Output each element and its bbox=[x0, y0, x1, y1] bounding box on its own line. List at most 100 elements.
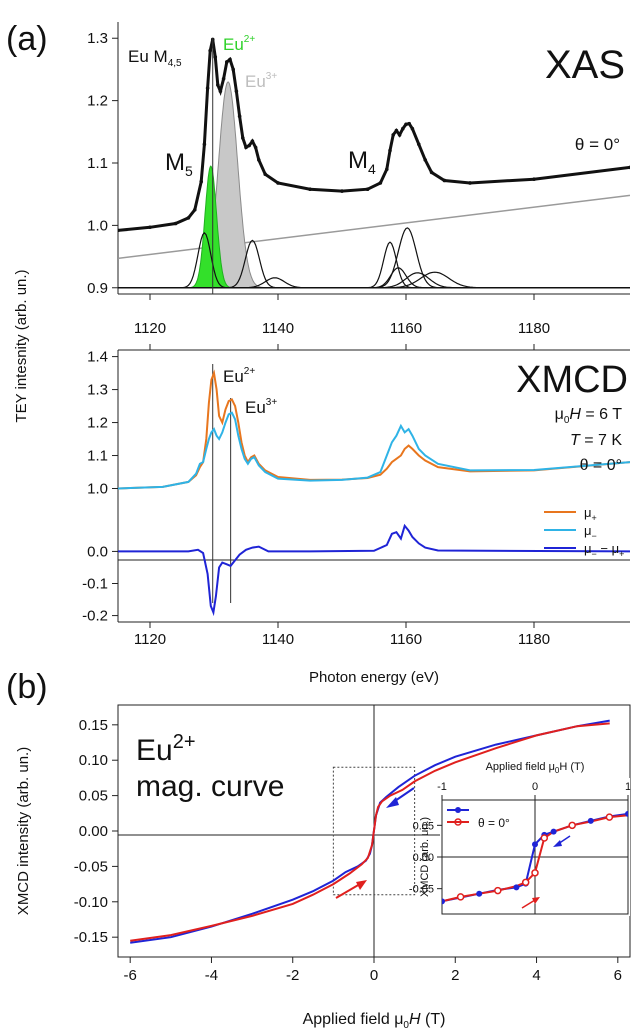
xas-spectrum-point bbox=[378, 181, 383, 185]
xas-spectrum-point bbox=[118, 228, 120, 233]
xas-spectrum-point bbox=[228, 57, 232, 62]
xmcd-difference-line bbox=[118, 523, 630, 617]
xmcd-x-tick-label: 1140 bbox=[262, 631, 294, 648]
xas-ticks: 1120 1140 1160 1180 0.9 1.0 1.1 1.2 1.3 bbox=[87, 30, 550, 337]
mag-y-axis-label: XMCD intensity (arb. un.) bbox=[15, 747, 32, 915]
xas-spectrum-point bbox=[237, 114, 242, 119]
xas-spectrum-point bbox=[401, 126, 405, 131]
inset-sweep-up-point bbox=[494, 886, 502, 895]
panel-label-a: (a) bbox=[6, 20, 48, 58]
xas-spectrum-point bbox=[308, 187, 312, 191]
xas-spectrum-point bbox=[423, 158, 428, 162]
xas-spectrum-point bbox=[276, 181, 280, 185]
xas-fit-peak bbox=[118, 232, 630, 289]
xmcd-eu3-label: Eu3+ bbox=[245, 397, 277, 417]
legend-difference-label: μ− − μ+ bbox=[584, 541, 624, 559]
xas-spectrum-point bbox=[173, 221, 178, 226]
mag-y-tick-label: -0.10 bbox=[74, 894, 108, 911]
inset-x-axis-label: Applied field μ0H (T) bbox=[486, 761, 585, 775]
inset-sweep-up-point bbox=[456, 893, 465, 901]
xmcd-y-tick-label: 1.4 bbox=[87, 349, 108, 366]
mag-y-tick-label: -0.15 bbox=[74, 929, 108, 946]
xas-x-tick-label: 1120 bbox=[134, 320, 166, 337]
xmcd-theta-condition: θ = 0° bbox=[580, 457, 622, 474]
xas-spectrum-point bbox=[186, 216, 191, 220]
xas-spectrum-point bbox=[250, 139, 255, 143]
xas-spectrum-point bbox=[216, 83, 220, 87]
xas-spectrum-point bbox=[468, 181, 472, 185]
xmcd-y-tick-label: 0.0 bbox=[87, 543, 108, 560]
inset-sweep-down-point bbox=[513, 884, 520, 891]
xas-spectrum-point bbox=[202, 142, 207, 147]
mag-x-tick-label: 2 bbox=[451, 967, 459, 984]
xas-y-tick-label: 1.1 bbox=[87, 155, 108, 172]
inset-legend-up-marker bbox=[454, 818, 462, 826]
mag-zoom-box bbox=[332, 766, 416, 896]
xas-theta-annotation: θ = 0° bbox=[575, 135, 620, 154]
mag-y-tick-label: 0.10 bbox=[79, 752, 108, 769]
xas-spectrum-point bbox=[213, 55, 218, 59]
mag-x-tick-label: -2 bbox=[286, 967, 299, 984]
mag-ticks: -6 -4 -2 0 2 4 6 -0.15 -0.10 -0.05 0.00 0.05 0.10 0.1… bbox=[74, 717, 622, 984]
xas-spectrum-point bbox=[234, 89, 239, 94]
xmcd-temperature-condition: T = 7 K bbox=[570, 432, 622, 449]
inset-sweep-down-point bbox=[476, 890, 483, 897]
mag-x-tick-label: -6 bbox=[124, 967, 137, 984]
inset-legend-down-marker bbox=[455, 807, 461, 813]
inset-sweep-down-point bbox=[587, 817, 594, 824]
xas-spectrum-point bbox=[263, 172, 268, 177]
xas-y-tick-label: 1.0 bbox=[87, 217, 108, 234]
inset-y-axis-label: XMCD (arb. un.) bbox=[419, 817, 431, 897]
xas-spectrum-point bbox=[253, 145, 258, 150]
mag-x-tick-label: 6 bbox=[614, 967, 622, 984]
xas-spectrum-point bbox=[247, 143, 251, 148]
inset-legend: θ = 0° bbox=[447, 807, 510, 830]
xas-spectrum-point bbox=[221, 76, 226, 81]
xas-spectrum-point bbox=[257, 158, 261, 162]
xas-fit-peak bbox=[118, 239, 630, 289]
xmcd-x-tick-label: 1160 bbox=[390, 631, 422, 648]
mag-x-axis-label: Applied field μ0H (T) bbox=[303, 1011, 446, 1031]
inset-sweep-down-point bbox=[625, 810, 628, 817]
xmcd-mu-minus-line bbox=[118, 411, 630, 490]
xas-spectrum-point bbox=[407, 121, 412, 126]
xas-spectrum-point bbox=[199, 179, 203, 184]
shared-y-axis-label: TEY intesnity (arb. un.) bbox=[13, 269, 30, 422]
xas-spectrum-point bbox=[225, 60, 229, 64]
inset-x-tick-label: -1 bbox=[437, 781, 447, 793]
xmcd-x-tick-label: 1120 bbox=[134, 631, 166, 648]
inset-arrow-down bbox=[553, 835, 571, 847]
mag-y-tick-label: -0.05 bbox=[74, 858, 108, 875]
xas-spectrum-point bbox=[205, 86, 210, 90]
mag-y-tick-label: 0.05 bbox=[79, 788, 108, 805]
legend-mu-minus-label: μ− bbox=[584, 523, 597, 541]
xmcd-title: XMCD bbox=[516, 359, 628, 401]
xmcd-y-tick-label: 1.1 bbox=[87, 448, 108, 465]
inset-sweep-down-point bbox=[442, 898, 445, 905]
xmcd-eu2-label: Eu2+ bbox=[223, 366, 255, 386]
inset-x-tick-label: 0 bbox=[532, 781, 538, 793]
xmcd-y-tick-label: -0.1 bbox=[82, 576, 108, 593]
xmcd-marker-lines bbox=[212, 364, 232, 603]
xas-x-tick-label: 1140 bbox=[262, 320, 294, 337]
xas-spectrum-point bbox=[410, 126, 415, 131]
xas-fit-peaks bbox=[118, 227, 630, 289]
xas-spectrum-point bbox=[244, 145, 248, 150]
xas-spectrum-point bbox=[388, 148, 392, 153]
inset-legend-label: θ = 0° bbox=[478, 816, 510, 830]
xmcd-field-condition: μ0H = 6 T bbox=[555, 406, 623, 426]
xmcd-y-tick-label: 1.3 bbox=[87, 382, 108, 399]
inset-sweep-up-point bbox=[521, 878, 530, 887]
xmcd-y-tick-label: 1.2 bbox=[87, 415, 108, 432]
xas-spectrum-point bbox=[231, 67, 235, 72]
xas-spectrum-point bbox=[365, 187, 370, 191]
xas-edge-label: Eu M4,5 bbox=[128, 47, 182, 69]
inset-ticks: -1 0 1 -0.05 0.00 0.05 bbox=[409, 781, 631, 896]
mag-inset: -1 0 1-0.050.000.05 Applied field μ0H (T) … bbox=[409, 761, 631, 916]
inset-sweep-down-point bbox=[532, 841, 538, 848]
mag-y-tick-label: 0.15 bbox=[79, 717, 108, 734]
xmcd-x-tick-label: 1180 bbox=[518, 631, 550, 648]
mag-arrow-up bbox=[335, 880, 367, 899]
legend-mu-plus-label: μ+ bbox=[584, 505, 597, 523]
xas-eu2-component bbox=[187, 165, 234, 289]
